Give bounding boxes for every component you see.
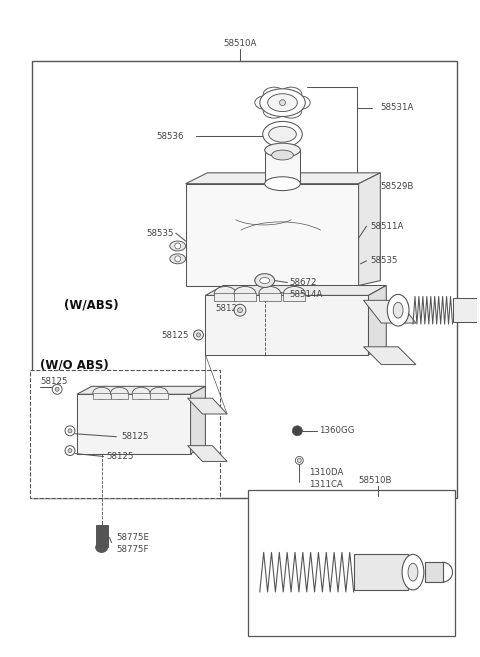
Circle shape	[234, 304, 246, 316]
Circle shape	[238, 307, 242, 313]
Ellipse shape	[280, 104, 302, 118]
Circle shape	[175, 256, 180, 261]
Bar	[425, 562, 443, 582]
Ellipse shape	[288, 96, 310, 110]
Text: 58672: 58672	[289, 278, 317, 287]
Bar	[110, 394, 128, 399]
Bar	[454, 298, 478, 322]
Ellipse shape	[214, 286, 236, 300]
Ellipse shape	[408, 563, 418, 581]
Text: 58125: 58125	[107, 452, 134, 461]
Ellipse shape	[255, 274, 275, 288]
Polygon shape	[96, 525, 108, 547]
Text: 58775F: 58775F	[117, 545, 149, 554]
Text: 58510A: 58510A	[223, 39, 257, 48]
Polygon shape	[186, 173, 380, 184]
Ellipse shape	[234, 286, 256, 300]
Ellipse shape	[272, 150, 293, 160]
Circle shape	[65, 426, 75, 436]
Text: 58535: 58535	[146, 229, 174, 238]
Bar	[132, 394, 150, 399]
Ellipse shape	[170, 241, 186, 251]
Circle shape	[55, 388, 59, 392]
Text: 58510B: 58510B	[359, 476, 392, 485]
Text: 58529B: 58529B	[380, 182, 414, 191]
Polygon shape	[188, 398, 227, 414]
Ellipse shape	[402, 555, 424, 590]
Bar	[93, 394, 110, 399]
Ellipse shape	[284, 286, 305, 300]
Ellipse shape	[255, 96, 276, 110]
Text: 58125: 58125	[40, 377, 68, 386]
Text: (W/O ABS): (W/O ABS)	[40, 358, 109, 371]
Ellipse shape	[264, 177, 300, 191]
Circle shape	[295, 457, 303, 464]
Circle shape	[68, 449, 72, 453]
Ellipse shape	[393, 302, 403, 318]
Text: (W/ABS): (W/ABS)	[64, 299, 119, 312]
Polygon shape	[191, 386, 205, 453]
Ellipse shape	[170, 254, 186, 263]
Ellipse shape	[280, 87, 302, 101]
Bar	[77, 394, 191, 453]
Bar	[248, 490, 456, 637]
Ellipse shape	[269, 126, 296, 142]
Ellipse shape	[93, 388, 110, 399]
Ellipse shape	[150, 388, 168, 399]
Ellipse shape	[260, 278, 270, 284]
Circle shape	[65, 445, 75, 455]
Ellipse shape	[259, 286, 280, 300]
Bar	[205, 296, 369, 355]
Circle shape	[196, 333, 201, 337]
Circle shape	[175, 243, 180, 249]
Ellipse shape	[260, 89, 305, 116]
Polygon shape	[369, 286, 386, 355]
Ellipse shape	[96, 543, 108, 553]
Ellipse shape	[387, 294, 409, 326]
Circle shape	[279, 100, 286, 106]
Ellipse shape	[132, 388, 150, 399]
Circle shape	[52, 384, 62, 394]
Text: 58125: 58125	[121, 432, 149, 442]
Ellipse shape	[263, 104, 285, 118]
Text: 1311CA: 1311CA	[309, 480, 343, 489]
Polygon shape	[188, 445, 227, 461]
Circle shape	[292, 426, 302, 436]
Ellipse shape	[263, 87, 285, 101]
Text: 58125: 58125	[161, 331, 189, 340]
Circle shape	[193, 330, 204, 340]
Text: 58535: 58535	[371, 256, 398, 265]
Bar	[234, 294, 256, 302]
Text: 58514A: 58514A	[289, 290, 323, 299]
Polygon shape	[77, 386, 205, 394]
Circle shape	[68, 429, 72, 433]
Ellipse shape	[264, 143, 300, 157]
Polygon shape	[264, 150, 300, 184]
Text: 58531A: 58531A	[380, 103, 414, 112]
Bar	[186, 184, 359, 286]
Bar	[354, 555, 408, 590]
Bar	[150, 394, 168, 399]
Text: 58511A: 58511A	[371, 221, 404, 231]
Bar	[284, 294, 305, 302]
Polygon shape	[205, 286, 386, 296]
Ellipse shape	[263, 122, 302, 147]
Text: 1310DA: 1310DA	[309, 468, 344, 477]
Circle shape	[297, 459, 301, 463]
Bar	[214, 294, 236, 302]
Ellipse shape	[110, 388, 128, 399]
Text: 1360GG: 1360GG	[319, 426, 355, 436]
Bar	[33, 61, 457, 498]
Polygon shape	[363, 347, 416, 365]
Text: 58775E: 58775E	[117, 533, 149, 542]
Polygon shape	[363, 300, 416, 323]
Text: 58125: 58125	[216, 304, 243, 313]
Polygon shape	[359, 173, 380, 286]
Bar	[259, 294, 280, 302]
Bar	[30, 369, 220, 498]
Ellipse shape	[268, 94, 297, 112]
Text: 58536: 58536	[156, 132, 183, 141]
Bar	[478, 302, 480, 318]
